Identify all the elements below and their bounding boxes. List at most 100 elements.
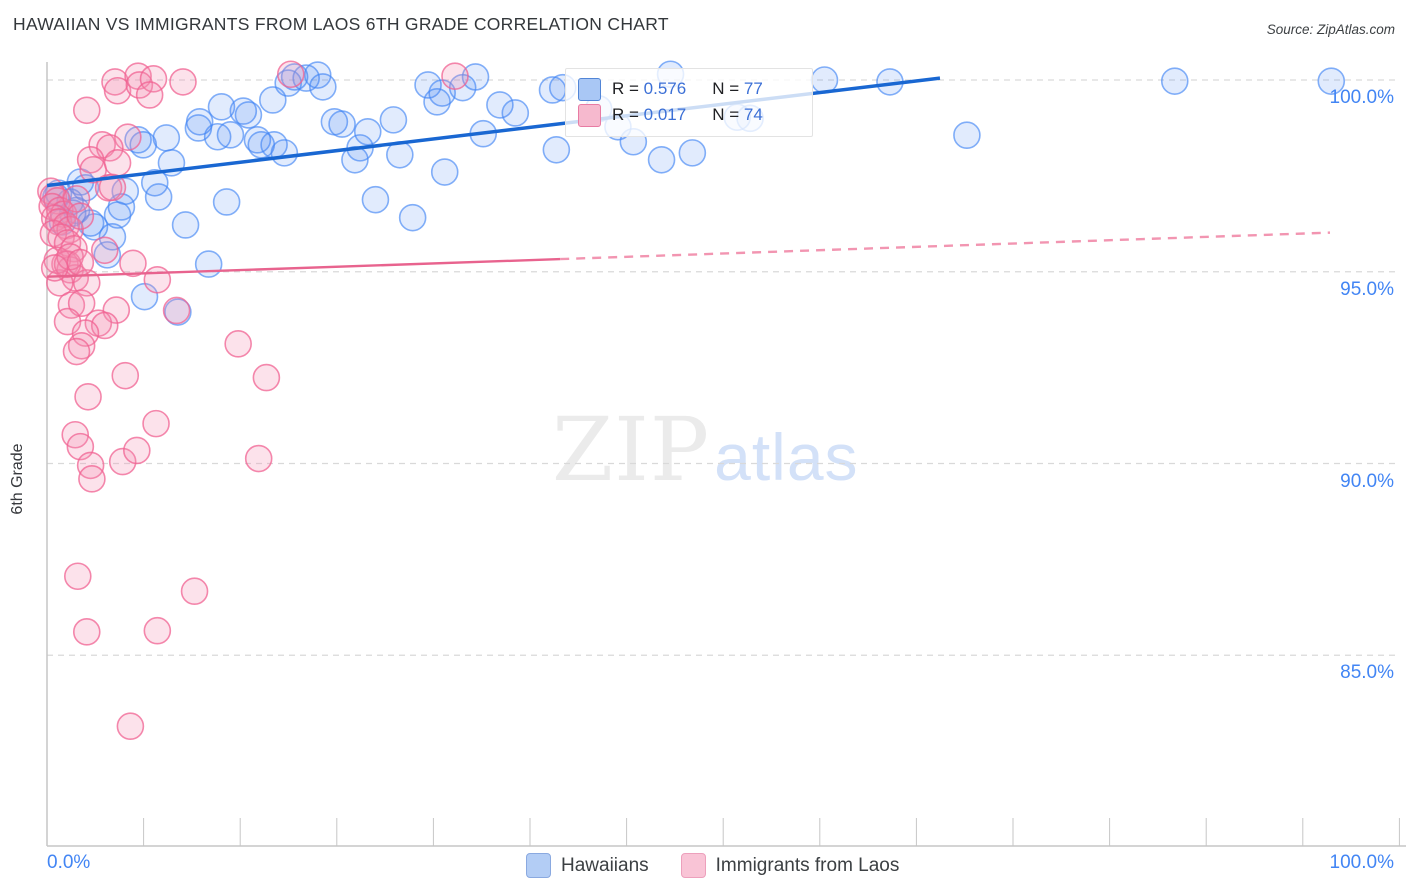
series-label-laos: Immigrants from Laos <box>715 854 900 876</box>
scatter-point-hawaiians <box>542 135 571 164</box>
scatter-point-hawaiians <box>810 66 839 94</box>
scatter-point-laos <box>142 409 170 438</box>
scatter-point-laos <box>39 219 68 248</box>
scatter-point-hawaiians <box>259 86 287 114</box>
scatter-point-hawaiians <box>80 213 109 241</box>
series-label-hawaiians: Hawaiians <box>561 854 649 876</box>
scatter-point-hawaiians <box>144 183 173 211</box>
scatter-point-hawaiians <box>216 121 245 149</box>
scatter-point-laos <box>119 249 147 278</box>
scatter-point-laos <box>244 444 273 473</box>
series-swatch-hawaiians <box>526 853 551 878</box>
scatter-point-laos <box>111 361 140 390</box>
scatter-point-laos <box>66 202 95 230</box>
x-axis-label-min: 0.0% <box>47 852 91 873</box>
scatter-point-laos <box>76 145 105 174</box>
scatter-point-laos <box>103 76 132 105</box>
scatter-point-hawaiians <box>430 158 459 186</box>
scatter-point-laos <box>72 618 101 646</box>
n-value-hawaiians: 77 <box>743 79 763 98</box>
correlation-legend: R = 0.576 N = 77 R = 0.017 N = 74 <box>565 68 813 137</box>
scatter-point-hawaiians <box>1160 67 1189 95</box>
scatter-point-laos <box>114 123 142 151</box>
scatter-point-hawaiians <box>353 117 382 146</box>
scatter-point-hawaiians <box>270 139 299 167</box>
scatter-point-hawaiians <box>229 97 258 125</box>
scatter-point-laos <box>63 562 92 591</box>
scatter-point-laos <box>40 254 69 282</box>
scatter-point-hawaiians <box>501 99 530 127</box>
scatter-point-laos <box>67 289 96 317</box>
scatter-point-laos <box>116 712 145 740</box>
scatter-point-hawaiians <box>379 106 408 134</box>
scatter-point-laos <box>276 60 305 89</box>
scatter-point-hawaiians <box>1317 67 1346 95</box>
scatter-point-hawaiians <box>234 101 263 129</box>
correlation-row-hawaiians: R = 0.576 N = 77 <box>578 76 800 102</box>
chart-title: HAWAIIAN VS IMMIGRANTS FROM LAOS 6TH GRA… <box>13 14 669 34</box>
scatter-point-laos <box>74 382 102 411</box>
series-swatch-laos <box>680 853 706 878</box>
y-tick-label: 85.0% <box>1340 662 1394 684</box>
correlation-row-laos: R = 0.017 N = 74 <box>578 102 800 128</box>
scatter-point-hawaiians <box>212 188 241 216</box>
scatter-point-laos <box>143 616 172 645</box>
scatter-point-laos <box>143 266 172 294</box>
scatter-point-laos <box>103 149 132 177</box>
legend-swatch-hawaiians <box>578 77 601 101</box>
scatter-point-laos <box>123 436 151 465</box>
r-value-hawaiians: 0.576 <box>643 79 687 98</box>
scatter-point-hawaiians <box>953 121 981 150</box>
scatter-point-hawaiians <box>647 145 676 174</box>
scatter-point-hawaiians <box>423 88 451 116</box>
scatter-point-hawaiians <box>171 211 200 239</box>
scatter-point-hawaiians <box>124 126 152 154</box>
trendline-laos <box>560 231 1331 261</box>
scatter-point-laos <box>57 291 86 319</box>
y-tick-label: 90.0% <box>1340 470 1394 492</box>
n-label: N = <box>712 79 744 98</box>
r-label: R = <box>612 79 644 98</box>
scatter-point-hawaiians <box>486 91 514 119</box>
scatter-point-laos <box>139 65 168 93</box>
scatter-point-hawaiians <box>678 139 707 167</box>
scatter-point-laos <box>108 447 137 476</box>
scatter-point-laos <box>98 173 127 202</box>
series-legend: Hawaiians Immigrants from Laos <box>526 853 931 878</box>
y-tick-label: 95.0% <box>1340 278 1394 300</box>
scatter-point-laos <box>224 330 252 358</box>
n-label: N = <box>712 105 744 124</box>
scatter-point-laos <box>62 185 91 213</box>
scatter-point-hawaiians <box>361 185 390 214</box>
scatter-point-laos <box>125 71 154 99</box>
scatter-point-laos <box>162 296 191 325</box>
scatter-point-hawaiians <box>414 71 442 99</box>
scatter-point-hawaiians <box>194 250 223 278</box>
scatter-point-laos <box>169 68 197 96</box>
r-label: R = <box>612 105 644 124</box>
r-value-laos: 0.017 <box>643 105 687 124</box>
x-axis-label-max: 100.0% <box>1329 852 1394 873</box>
trendline-laos <box>46 257 561 278</box>
scatter-point-laos <box>180 577 209 606</box>
scatter-point-hawaiians <box>98 223 127 251</box>
source-attribution: Source: ZipAtlas.com <box>1266 22 1395 37</box>
scatter-point-laos <box>252 363 281 392</box>
scatter-point-hawaiians <box>93 241 122 269</box>
scatter-point-hawaiians <box>152 124 181 152</box>
n-value-laos: 74 <box>743 105 763 124</box>
legend-swatch-laos <box>578 103 601 127</box>
scatter-point-laos <box>135 81 164 109</box>
scatter-point-laos <box>90 236 119 265</box>
scatter-point-hawaiians <box>328 110 356 138</box>
scatter-point-hawaiians <box>398 203 427 232</box>
scatter-point-laos <box>441 62 469 90</box>
y-tick-label: 100.0% <box>1329 87 1394 108</box>
scatter-point-hawaiians <box>207 93 236 121</box>
scatter-point-laos <box>60 234 88 263</box>
scatter-point-hawaiians <box>243 126 272 154</box>
scatter-point-laos <box>62 337 91 366</box>
scatter-point-hawaiians <box>164 298 192 326</box>
scatter-point-laos <box>72 96 101 125</box>
